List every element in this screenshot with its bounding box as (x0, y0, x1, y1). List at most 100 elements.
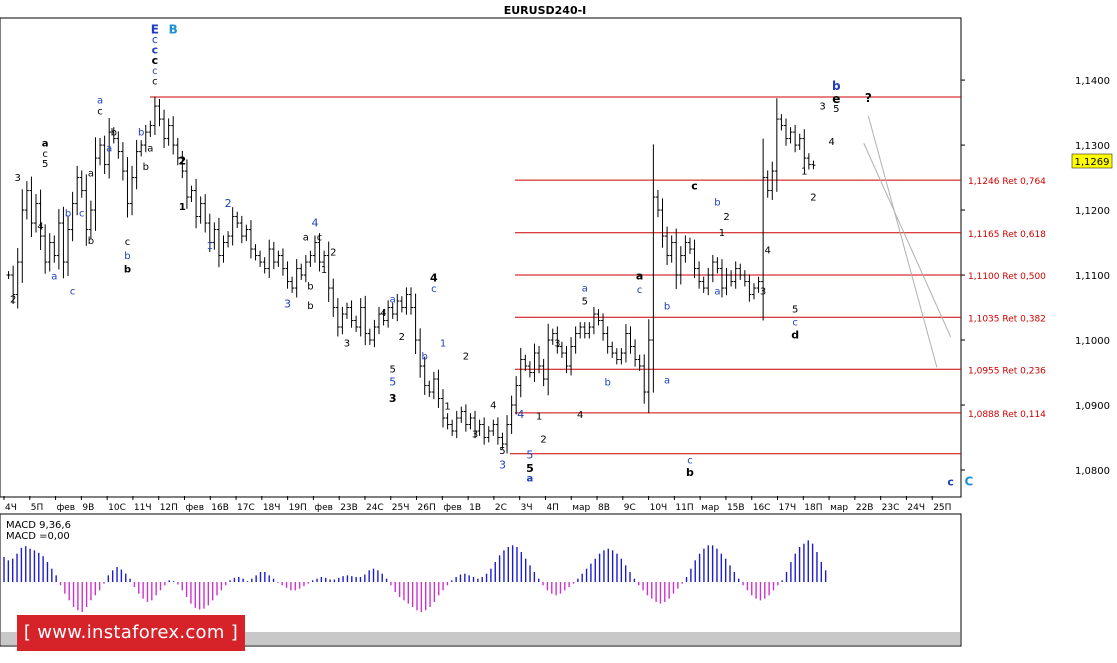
price-bar (555, 326, 560, 354)
price-bar (605, 326, 610, 354)
price-bar (509, 395, 514, 434)
price-bar (280, 248, 285, 276)
price-bar (601, 313, 606, 341)
time-tick-label: 26П (418, 503, 436, 513)
price-bar (372, 319, 377, 348)
time-tick-label: 4Ч (5, 503, 17, 513)
wave-label: 5 (582, 296, 588, 307)
price-bar (262, 257, 267, 274)
wave-label: c (97, 107, 103, 118)
price-bar (299, 263, 304, 280)
time-tick-label: 5П (31, 503, 44, 513)
price-bar (171, 116, 176, 155)
price-bar (665, 226, 670, 265)
price-bar (765, 170, 770, 198)
current-price-value: 1,1269 (1075, 157, 1110, 168)
wave-label: a (714, 287, 720, 298)
wave-label: c (152, 66, 158, 77)
wave-label: b (111, 127, 117, 138)
price-bar (802, 129, 807, 168)
price-bar (317, 233, 322, 272)
price-bar (724, 267, 729, 296)
price-bar (674, 228, 679, 290)
price-bar (633, 339, 638, 367)
price-bar (66, 215, 71, 277)
price-bar (687, 237, 692, 254)
wave-label: B (169, 22, 178, 36)
wave-label: c (152, 33, 158, 46)
time-tick-label: 17Ч (779, 503, 797, 513)
macd-histogram (3, 540, 827, 612)
price-bar (363, 295, 368, 346)
price-bar (751, 283, 756, 300)
price-bar (79, 170, 84, 198)
price-bar (189, 185, 194, 202)
wave-label: b (686, 466, 694, 479)
price-bar (742, 270, 747, 287)
time-tick-label: фев (57, 503, 76, 513)
price-bar (806, 153, 811, 170)
wave-label: ? (865, 91, 872, 105)
price-bar (271, 241, 276, 270)
price-bar (390, 302, 395, 319)
wave-label: 4 (311, 216, 318, 229)
price-bar (184, 159, 189, 209)
price-bar (701, 276, 706, 293)
price-bar (111, 127, 116, 144)
price-bar (326, 241, 331, 303)
price-bar (52, 235, 57, 263)
wave-label: a (582, 283, 588, 294)
wave-label: 5 (42, 159, 48, 170)
price-bar (445, 413, 450, 430)
price-bar (463, 404, 468, 432)
wave-label: 3 (284, 298, 291, 311)
wave-label: 3 (554, 339, 560, 350)
time-tick-label: 4П (546, 503, 559, 513)
price-bar (655, 189, 660, 218)
price-bar (418, 328, 423, 378)
wave-label: 2 (399, 332, 405, 343)
price-bar (683, 235, 688, 263)
price-bar (34, 194, 39, 233)
price-bar (482, 417, 487, 445)
price-bar (75, 165, 80, 216)
projection-lines (863, 115, 952, 368)
wave-label: 2 (463, 352, 469, 363)
price-bar (248, 220, 253, 259)
wave-label: c (152, 54, 159, 67)
price-bar (623, 324, 628, 363)
price-axis: 1,1400 1,1300 1,1200 1,1100 1,1000 1,0900 1,08… (961, 76, 1110, 477)
price-bar (15, 248, 20, 309)
price-bar (518, 347, 523, 398)
price-bar (226, 231, 231, 248)
price-bar (11, 265, 16, 304)
wave-label: 2 (179, 155, 187, 168)
macd-params-label: MACD 9,36,6 (6, 520, 71, 531)
price-bar (130, 165, 135, 216)
price-bar (459, 406, 464, 423)
retracement-label: 1,1165 Ret 0,618 (968, 230, 1046, 240)
price-bar (761, 138, 766, 321)
price-tick-label: 1,1400 (1075, 76, 1110, 87)
time-tick-label: 24С (366, 503, 384, 513)
price-bar (738, 263, 743, 280)
price-bar (294, 259, 299, 298)
price-bar (441, 389, 446, 428)
price-bar (550, 328, 555, 345)
wave-label: b (664, 301, 670, 312)
time-tick-label: 18П (804, 503, 822, 513)
price-bar (409, 287, 413, 315)
time-tick-label: 1В (469, 503, 481, 513)
wave-label: 1 (719, 228, 725, 239)
price-bar (532, 343, 537, 382)
wave-label: a (664, 376, 670, 387)
price-bar (477, 419, 482, 436)
price-bar (774, 98, 779, 192)
retracement-label: 1,0888 Ret 0,114 (968, 410, 1046, 420)
wave-label: 3 (760, 287, 766, 298)
wave-label: d (791, 329, 799, 342)
time-tick-label: 9С (624, 503, 636, 513)
price-bar (747, 274, 752, 302)
price-bar (697, 261, 702, 289)
